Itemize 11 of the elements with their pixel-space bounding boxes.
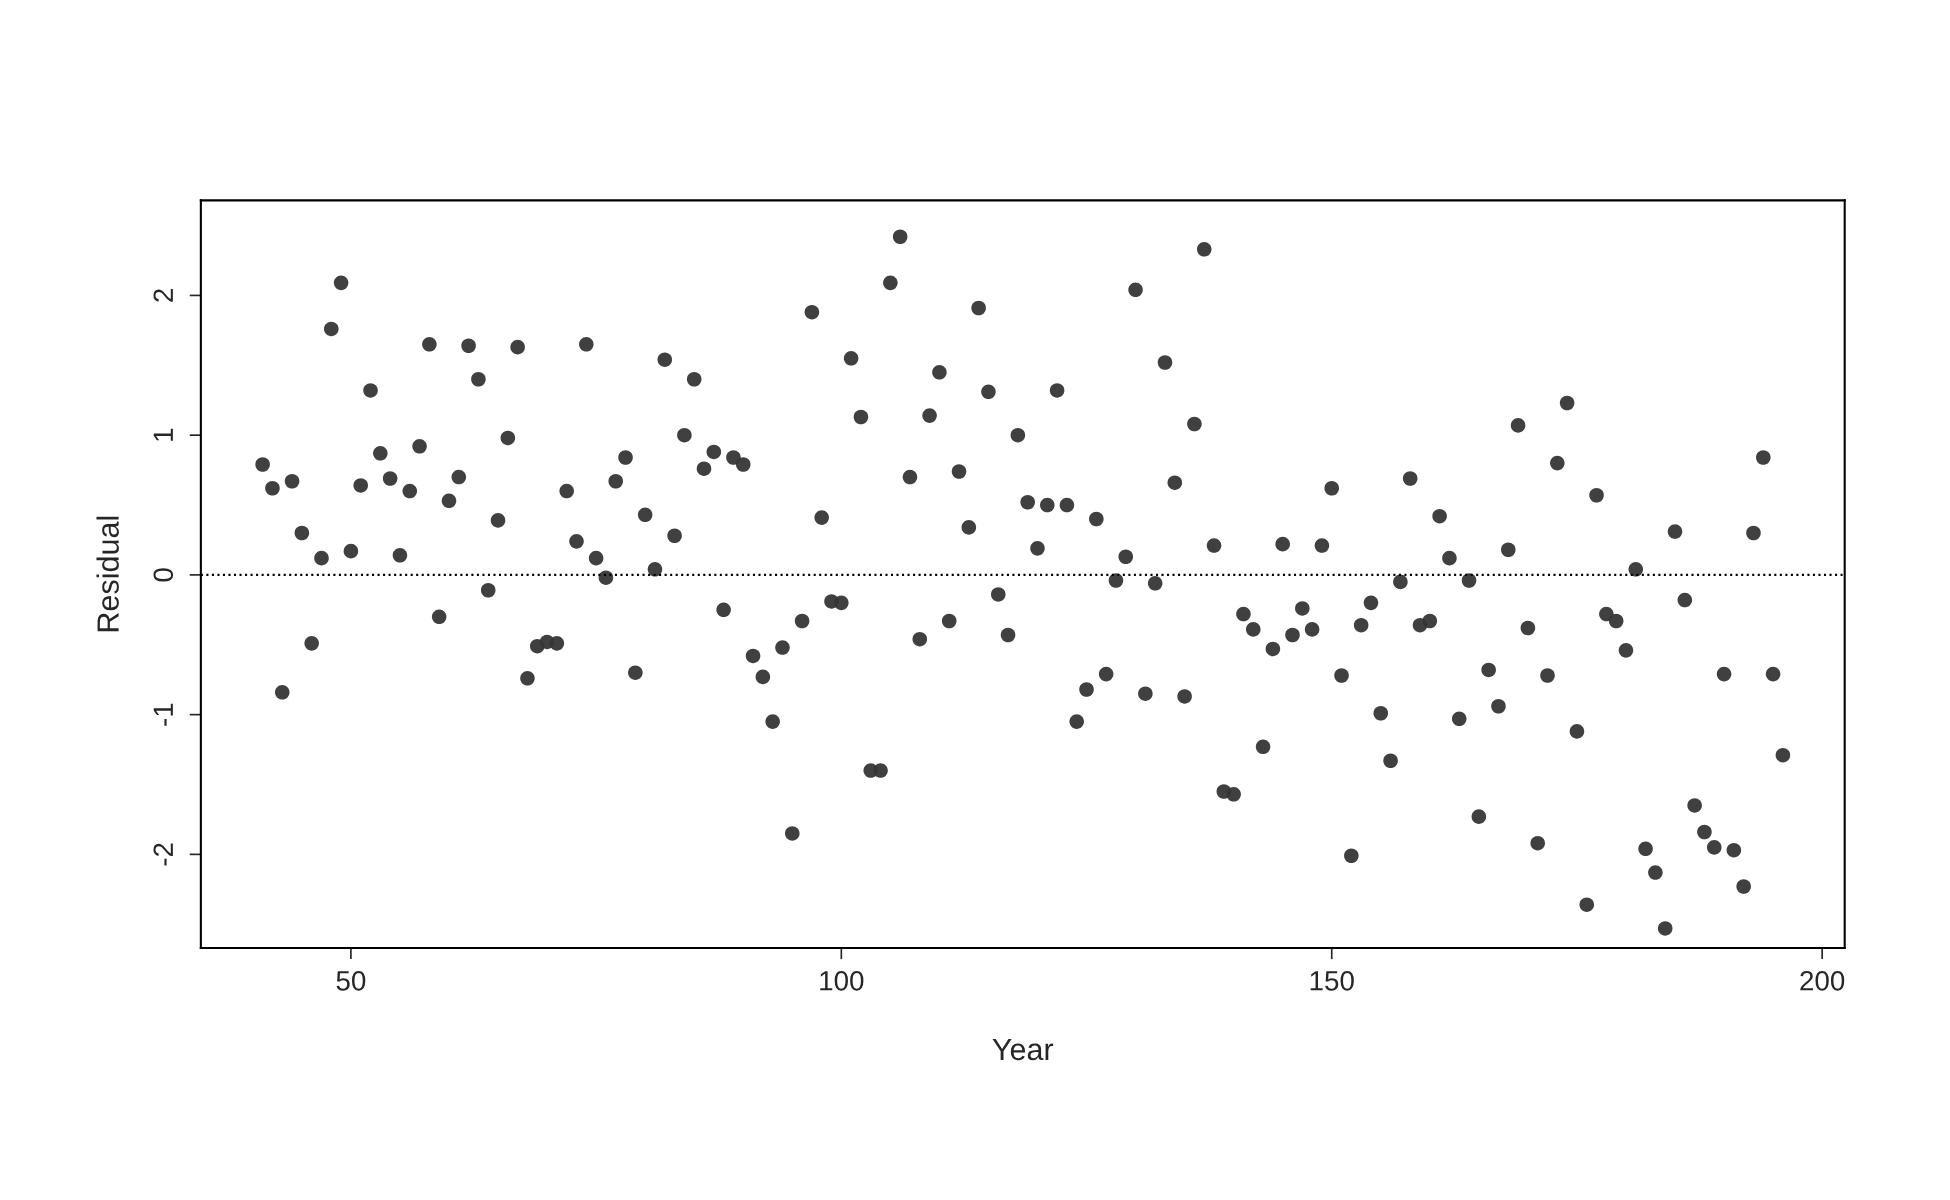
x-tick-label: 100	[820, 970, 864, 991]
y-tick-label: 0	[153, 568, 174, 582]
y-tick-label: -2	[153, 843, 173, 866]
y-axis-title: Residual	[96, 516, 119, 632]
y-tick-label: 2	[153, 289, 173, 302]
x-tick-label: 150	[1310, 970, 1354, 991]
x-tick-label: 200	[1800, 970, 1845, 991]
y-tick-label: 1	[153, 428, 173, 441]
x-axis-title: Year	[992, 1038, 1054, 1061]
x-tick-label: 50	[336, 970, 366, 991]
y-tick-label: -1	[153, 703, 173, 726]
